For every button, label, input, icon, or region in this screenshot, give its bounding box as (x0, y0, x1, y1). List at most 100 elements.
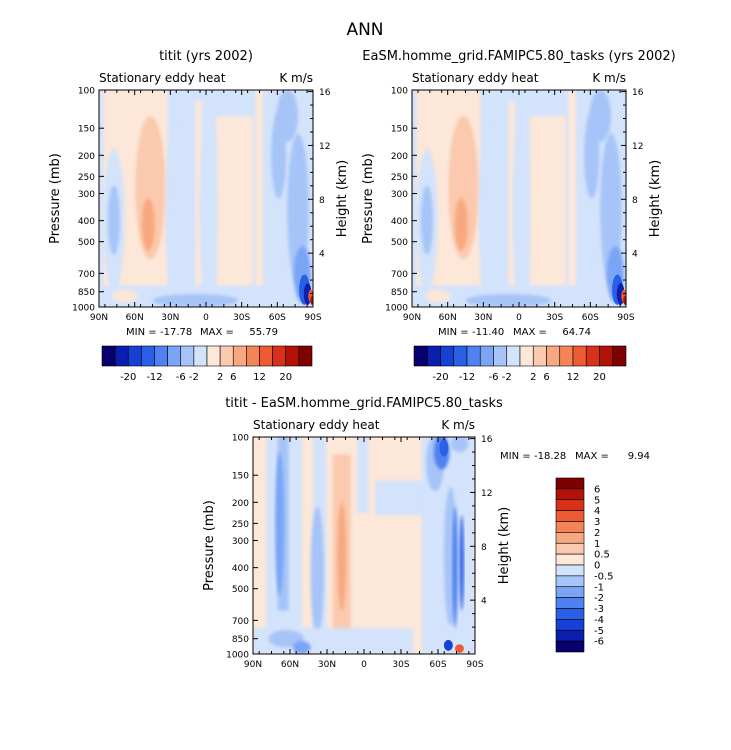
y-tick-label: 100 (232, 434, 249, 444)
y-tick-label: 300 (78, 190, 95, 200)
contour-region (452, 506, 458, 628)
colorbar-swatch (232, 345, 247, 367)
y2-tick-label: 4 (481, 597, 487, 607)
subtitle-right: K m/s (441, 418, 475, 432)
colorbar-swatch (555, 477, 585, 490)
min-value: -11.40 (472, 327, 504, 338)
x-tick-label: 30S (392, 660, 409, 670)
y-tick-label: 1000 (72, 304, 95, 314)
y2-tick-label: 12 (319, 142, 330, 152)
colorbar-label: 12 (253, 372, 266, 383)
contour-region (454, 198, 468, 251)
y-axis-label: Pressure (mb) (48, 153, 63, 244)
colorbar-label: 20 (593, 372, 606, 383)
y-tick-label: 400 (391, 217, 408, 227)
colorbar-swatch (612, 345, 627, 367)
colorbar-swatch (599, 345, 614, 367)
contour-region (255, 90, 264, 297)
colorbar-label: -1 (594, 582, 604, 593)
colorbar-swatch (453, 345, 468, 367)
colorbar-swatch (219, 345, 234, 367)
colorbar-label: 0 (594, 561, 600, 572)
colorbar-swatch (466, 345, 481, 367)
y2-axis-label: Height (km) (648, 160, 663, 237)
x-tick-label: 60N (281, 660, 299, 670)
colorbar-label: -2 (594, 593, 604, 604)
colorbar-label: 2 (594, 528, 600, 539)
colorbar-label: -6 (489, 372, 499, 383)
y2-tick-label: 16 (481, 435, 493, 445)
colorbar-swatch (193, 345, 208, 367)
x-tick-label: 30S (546, 313, 563, 323)
max-label: MAX = (575, 451, 609, 462)
colorbar-label: -2 (189, 372, 199, 383)
contour-region (584, 111, 600, 199)
subtitle-left: Stationary eddy heat (99, 71, 226, 85)
contour-region (310, 506, 325, 637)
colorbar-label: 2 (217, 372, 223, 383)
contour-region (420, 185, 433, 255)
max-value: 55.79 (249, 327, 278, 338)
contour-region (478, 126, 505, 292)
contour-region (271, 111, 287, 199)
colorbar-label: 6 (594, 484, 600, 495)
y-tick-label: 850 (391, 288, 408, 298)
y2-tick-label: 8 (319, 196, 325, 206)
max-label: MAX = (200, 327, 234, 338)
colorbar-swatch (555, 553, 585, 566)
colorbar-label: -0.5 (594, 571, 614, 582)
colorbar-label: 6 (543, 372, 549, 383)
colorbar-swatch (246, 345, 260, 367)
y-tick-label: 850 (232, 635, 249, 645)
colorbar-swatch (114, 345, 129, 367)
y2-axis-label: Height (km) (497, 507, 512, 584)
y-tick-label: 700 (78, 270, 95, 280)
colorbar-swatch (259, 345, 273, 367)
min-label: MIN = (126, 327, 157, 338)
contour-region (195, 100, 202, 299)
y2-tick-label: 4 (319, 250, 325, 260)
colorbar-swatch (426, 345, 441, 367)
subtitle-right: K m/s (279, 71, 313, 85)
min-value: -18.28 (534, 451, 566, 462)
contour-region (424, 289, 451, 303)
colorbar-swatch (532, 345, 547, 367)
y2-tick-label: 4 (632, 250, 638, 260)
contour-region (240, 220, 249, 301)
colorbar-label: 6 (230, 372, 236, 383)
x-tick-label: 30N (318, 660, 336, 670)
panel-model1: titit (yrs 2002) Stationary eddy heat K m/… (48, 49, 350, 383)
y2-tick-label: 12 (481, 489, 492, 499)
colorbar-label: 4 (594, 506, 600, 517)
y-tick-label: 150 (232, 472, 249, 482)
min-label: MIN = (438, 327, 469, 338)
panel-diff: titit - EaSM.homme_grid.FAMIPC5.80_tasks… (202, 396, 650, 670)
colorbar-label: -5 (594, 626, 604, 637)
y-tick-label: 250 (78, 173, 95, 183)
y-tick-label: 700 (232, 617, 249, 627)
x-tick-label: 30N (161, 313, 179, 323)
x-tick-label: 90N (90, 313, 108, 323)
y2-tick-label: 8 (632, 196, 638, 206)
subtitle-left: Stationary eddy heat (253, 418, 380, 432)
contour-region (459, 515, 464, 611)
contour-region (111, 289, 138, 303)
contour-region (465, 293, 552, 307)
y2-axis-label: Height (km) (335, 160, 350, 237)
colorbar-label: 1 (594, 539, 600, 550)
y-tick-label: 500 (78, 238, 95, 248)
colorbar-label: -20 (432, 372, 448, 383)
y-tick-label: 300 (232, 537, 249, 547)
contour-region (508, 100, 515, 299)
y-tick-label: 500 (391, 238, 408, 248)
field-model1 (99, 90, 313, 307)
y-axis-label: Pressure (mb) (361, 153, 376, 244)
contour-region (275, 452, 285, 596)
x-tick-label: 60S (269, 313, 286, 323)
colorbar-swatch (555, 629, 585, 642)
y-tick-label: 500 (232, 585, 249, 595)
colorbar-swatch (493, 345, 508, 367)
x-tick-label: 0 (361, 660, 367, 670)
x-tick-label: 90S (466, 660, 483, 670)
max-label: MAX = (513, 327, 547, 338)
